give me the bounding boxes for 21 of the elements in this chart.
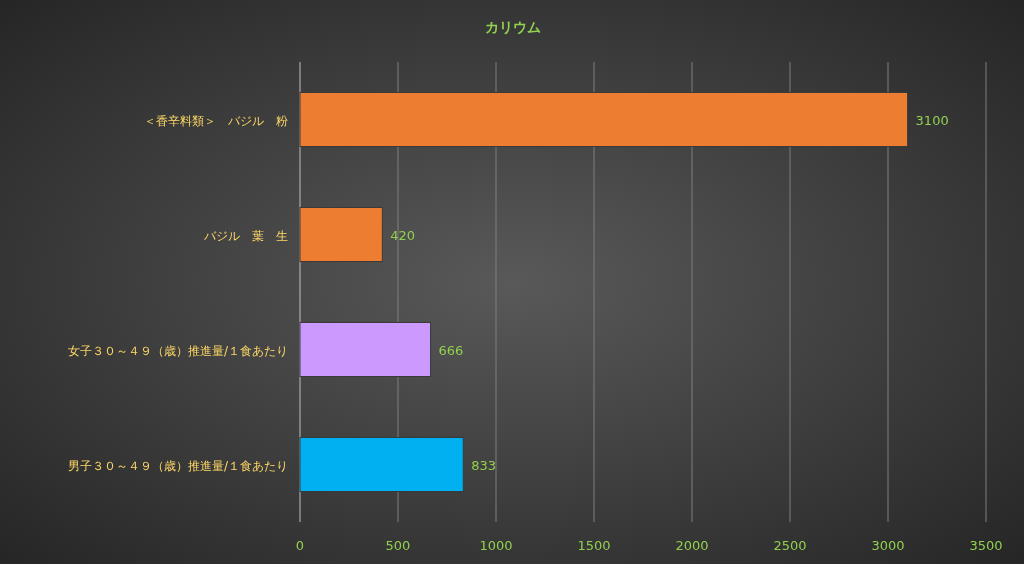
data-label: 3100 bbox=[915, 112, 949, 128]
chart-title: カリウム bbox=[485, 19, 541, 35]
data-label: 666 bbox=[438, 342, 464, 358]
x-tick-label: 3000 bbox=[871, 538, 905, 553]
y-tick-label: バジル 葉 生 bbox=[203, 228, 288, 243]
y-tick-label: 女子３０～４９（歳）推進量/１食あたり bbox=[67, 343, 288, 358]
bar bbox=[299, 91, 909, 148]
x-tick-label: 2000 bbox=[675, 538, 709, 553]
bar bbox=[299, 206, 383, 263]
x-tick-label: 500 bbox=[385, 538, 411, 553]
y-tick-label: ＜香辛料類＞ バジル 粉 bbox=[144, 113, 288, 128]
x-tick-label: 0 bbox=[295, 538, 305, 553]
x-tick-label: 2500 bbox=[773, 538, 807, 553]
data-label: 833 bbox=[471, 457, 497, 473]
x-tick-label: 3500 bbox=[969, 538, 1003, 553]
bar bbox=[299, 436, 464, 493]
y-tick-label: 男子３０～４９（歳）推進量/１食あたり bbox=[67, 458, 288, 473]
bar bbox=[299, 321, 432, 378]
data-label: 420 bbox=[390, 227, 416, 243]
x-tick-label: 1000 bbox=[479, 538, 513, 553]
x-tick-label: 1500 bbox=[577, 538, 611, 553]
